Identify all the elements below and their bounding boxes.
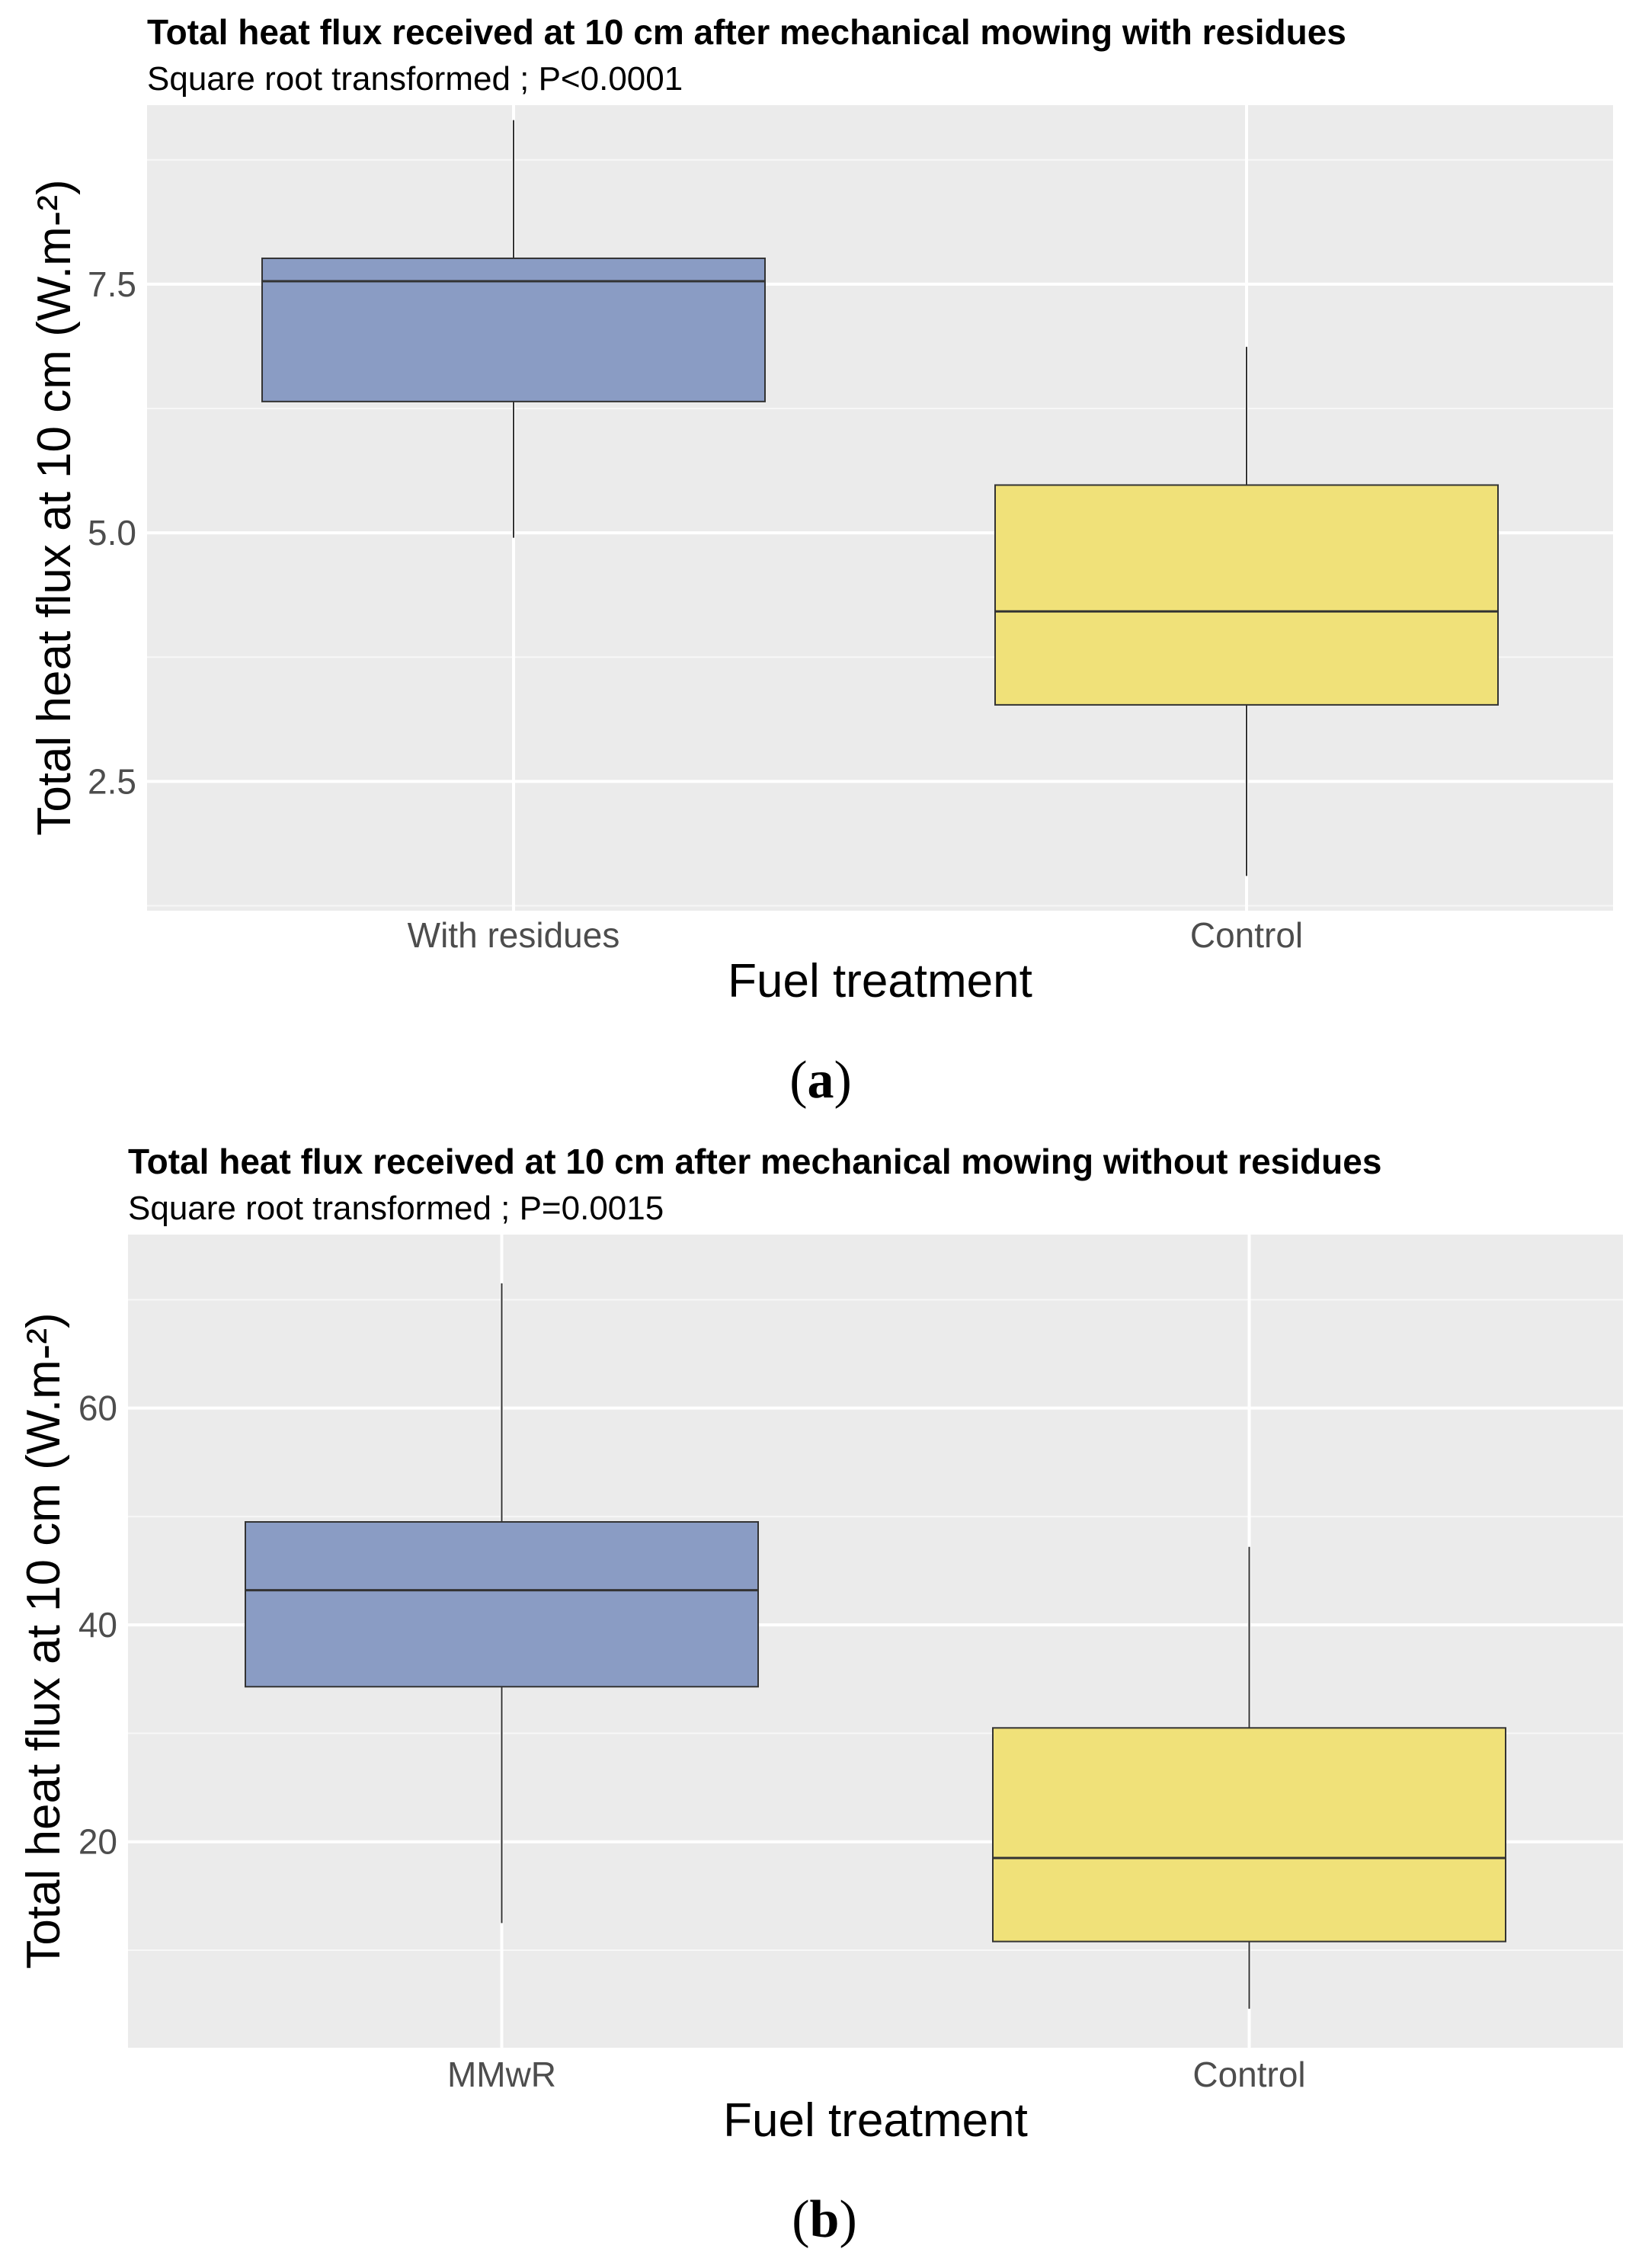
- x-tick-labels: With residues Control: [408, 915, 1303, 955]
- box-body: [992, 1727, 1506, 1943]
- boxes: [261, 120, 1499, 876]
- x-tick-label: With residues: [408, 915, 620, 955]
- box-body: [994, 484, 1499, 706]
- grid-minor: [128, 1299, 1623, 1951]
- panel-letter: b: [810, 2190, 840, 2249]
- grid-minor: [147, 159, 1613, 907]
- y-axis-title: Total heat flux at 10 cm (W.m-²): [28, 179, 81, 835]
- panel-label: (a): [789, 1051, 852, 1110]
- y-tick-labels: 2.5 5.0 7.5: [88, 264, 136, 801]
- x-tick-label: Control: [1192, 2055, 1305, 2094]
- y-tick-label: 7.5: [88, 264, 136, 304]
- chart-title: Total heat flux received at 10 cm after …: [128, 1142, 1381, 1181]
- x-tick-labels: MMwR Control: [447, 2055, 1306, 2094]
- y-tick-label: 60: [78, 1389, 117, 1428]
- box-body: [261, 257, 766, 402]
- y-tick-labels: 20 40 60: [78, 1389, 117, 1862]
- box-with-residues: [261, 120, 766, 538]
- box-body: [245, 1521, 759, 1688]
- box-control: [992, 1546, 1506, 2009]
- y-tick-label: 40: [78, 1605, 117, 1645]
- panel-letter: a: [808, 1051, 834, 1110]
- y-axis-title: Total heat flux at 10 cm (W.m-²): [18, 1312, 70, 1968]
- chart-title: Total heat flux received at 10 cm after …: [147, 12, 1346, 52]
- chart-panel-b: Total heat flux received at 10 cm after …: [18, 1142, 1623, 2249]
- y-tick-label: 5.0: [88, 513, 136, 553]
- panel-label: (b): [792, 2190, 857, 2249]
- x-tick-label: Control: [1190, 915, 1303, 955]
- boxes: [245, 1283, 1506, 2009]
- y-tick-label: 2.5: [88, 761, 136, 801]
- x-axis-title: Fuel treatment: [723, 2094, 1028, 2147]
- y-tick-label: 20: [78, 1822, 117, 1862]
- x-tick-label: MMwR: [447, 2055, 556, 2094]
- box-control: [994, 347, 1499, 876]
- chart-subtitle: Square root transformed ; P=0.0015: [128, 1190, 664, 1227]
- chart-subtitle: Square root transformed ; P<0.0001: [147, 60, 683, 98]
- x-axis-title: Fuel treatment: [728, 955, 1032, 1007]
- chart-panel-a: Total heat flux received at 10 cm after …: [28, 12, 1613, 1110]
- box-mmwr: [245, 1283, 759, 1924]
